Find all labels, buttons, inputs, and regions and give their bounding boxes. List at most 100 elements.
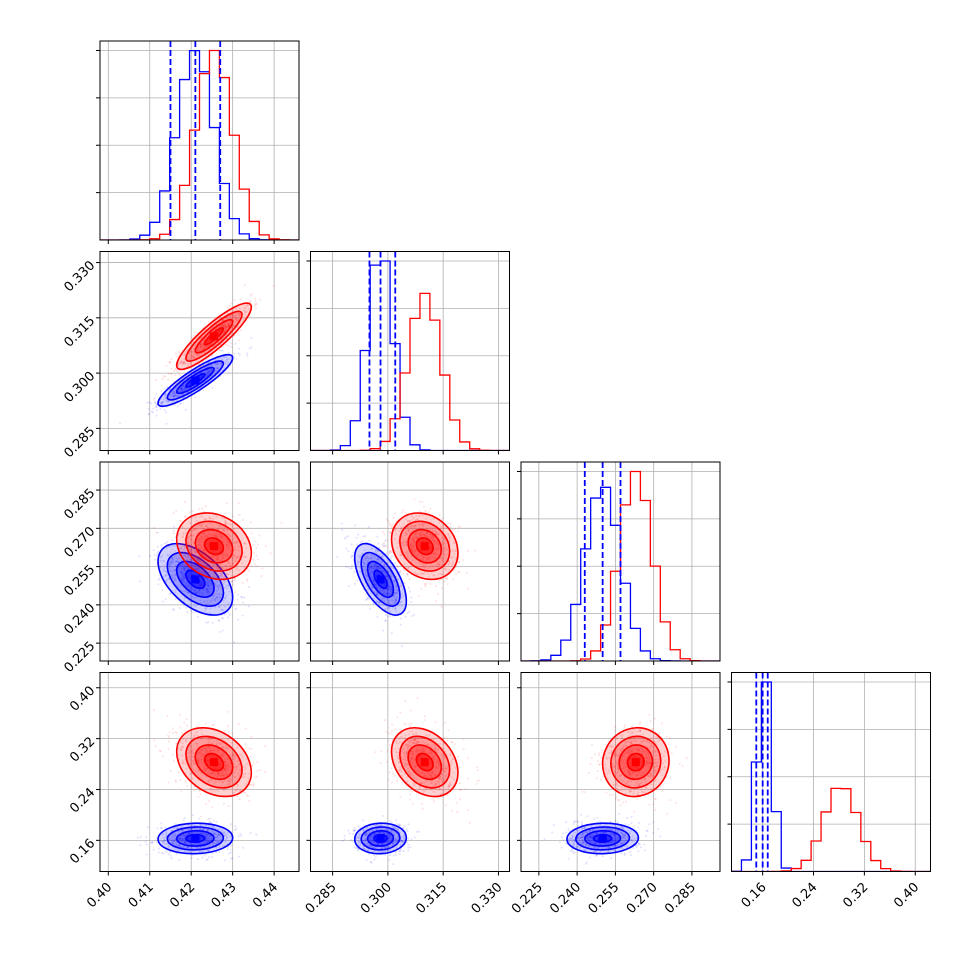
sample-point [220,780,223,783]
sample-point [233,641,236,644]
contour-series-1 [194,318,234,354]
sample-point [359,555,362,558]
sample-point [415,573,418,576]
sample-point [233,759,236,762]
sample-point [168,564,171,567]
sample-point [363,549,366,552]
sample-point [199,827,202,830]
sample-point [237,549,240,552]
sample-point [206,534,209,537]
contour-series-1 [185,310,243,362]
sample-point [199,748,202,751]
sample-point [452,562,455,565]
sample-point [366,577,369,580]
sample-point [216,528,219,531]
sample-point [226,836,229,839]
sample-point [436,533,439,536]
sample-point [247,586,250,589]
sample-point [369,571,372,574]
sample-point [183,563,186,566]
sample-point [229,565,232,568]
sample-point [247,308,250,311]
sample-point [162,840,165,843]
sample-point [188,352,191,355]
sample-point [226,544,229,547]
sample-point [222,539,225,542]
sample-point [187,352,190,355]
sample-point [227,730,230,733]
sample-point [163,375,166,378]
sample-point [227,324,230,327]
sample-point [222,318,225,321]
sample-point [389,531,392,534]
sample-point [204,841,207,844]
sample-point [224,596,227,599]
sample-point [368,566,371,569]
sample-point [224,360,227,363]
sample-point [164,394,167,397]
sample-point [216,555,219,558]
sample-point [217,535,220,538]
sample-point [147,826,150,829]
sample-point [370,566,373,569]
sample-point [234,829,237,832]
sample-point [357,561,360,564]
contour-series-0 [166,551,225,607]
sample-point [150,402,153,405]
sample-point [421,525,424,528]
sample-point [177,350,180,353]
sample-point [376,592,379,595]
sample-point [160,402,163,405]
sample-point [241,518,244,521]
sample-point [388,531,391,534]
sample-point [395,595,398,598]
sample-point [237,318,240,321]
sample-point [221,556,224,559]
sample-point [207,571,210,574]
sample-point [193,789,196,792]
sample-point [216,557,219,560]
sample-point [165,543,168,546]
sample-point [422,562,425,565]
sample-point [208,745,211,748]
sample-point [219,574,222,577]
sample-point [251,781,254,784]
sample-point [182,742,185,745]
sample-point [186,565,189,568]
sample-point [199,793,202,796]
sample-point [226,547,229,550]
sample-point [378,546,381,549]
sample-point [416,518,419,521]
sample-point [206,602,209,605]
sample-point [187,542,190,545]
sample-point [183,841,186,844]
contour-series-1 [407,528,443,564]
sample-point [224,522,227,525]
sample-point [203,536,206,539]
sample-point [375,584,378,587]
sample-point [206,590,209,593]
sample-point [421,565,424,568]
sample-point [426,536,429,539]
panel-p1-vs-p2 [96,251,300,455]
sample-point [373,590,376,593]
sample-point [451,528,454,531]
sample-point [437,562,440,565]
sample-point [458,526,461,529]
sample-point [371,571,374,574]
sample-point [220,593,223,596]
sample-point [394,527,397,530]
sample-point [222,324,225,327]
sample-point [171,575,174,578]
sample-point [228,304,231,307]
sample-point [189,522,192,525]
sample-point [174,823,177,826]
sample-point [201,856,204,859]
sample-point [221,608,224,611]
sample-point [374,551,377,554]
sample-point [200,346,203,349]
sample-point [190,534,193,537]
sample-point [245,547,248,550]
sample-point [188,387,191,390]
sample-point [432,556,435,559]
